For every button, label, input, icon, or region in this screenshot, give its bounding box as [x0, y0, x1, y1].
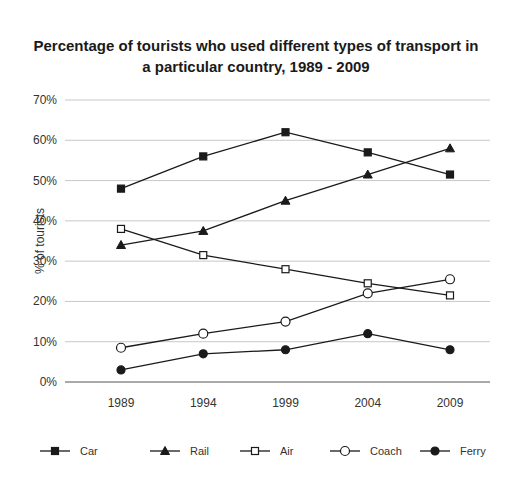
grid-line — [65, 301, 490, 302]
data-point — [117, 366, 125, 374]
data-point — [364, 149, 371, 156]
y-tick-label: 10% — [33, 335, 57, 349]
y-axis-label: % of tourists — [33, 208, 47, 274]
data-point — [199, 226, 208, 234]
legend-label: Car — [80, 445, 98, 457]
x-tick-label: 1994 — [190, 396, 217, 410]
data-point — [200, 153, 207, 160]
data-point — [446, 346, 454, 354]
legend-marker — [252, 448, 259, 455]
data-point — [118, 225, 125, 232]
legend-label: Ferry — [460, 445, 486, 457]
legend-label: Air — [280, 445, 294, 457]
data-point — [118, 185, 125, 192]
series-line — [121, 148, 450, 245]
y-tick-label: 20% — [33, 294, 57, 308]
data-point — [117, 241, 126, 249]
grid-line — [65, 180, 490, 181]
title: Percentage of tourists who used differen… — [33, 37, 478, 75]
data-point — [364, 280, 371, 287]
data-point — [447, 292, 454, 299]
y-tick-label: 0% — [40, 375, 58, 389]
series-line — [121, 229, 450, 295]
x-tick-label: 2009 — [437, 396, 464, 410]
grid-line — [65, 341, 490, 342]
x-tick-label: 2004 — [354, 396, 381, 410]
y-tick-label: 50% — [33, 174, 57, 188]
series-line — [121, 132, 450, 188]
y-tick-label: 60% — [33, 133, 57, 147]
data-point — [199, 350, 207, 358]
legend-label: Coach — [370, 445, 402, 457]
grid-line — [65, 261, 490, 262]
legend-item: Ferry — [420, 445, 486, 457]
data-point — [446, 275, 455, 284]
plot-area — [117, 129, 455, 374]
data-point — [117, 343, 126, 352]
data-point — [363, 170, 372, 178]
data-point — [281, 196, 290, 204]
series-line — [121, 279, 450, 347]
series-line — [121, 334, 450, 370]
data-point — [281, 317, 290, 326]
legend-item: Car — [40, 445, 98, 457]
data-point — [282, 346, 290, 354]
data-point — [363, 289, 372, 298]
x-tick-label: 1999 — [272, 396, 299, 410]
legend-item: Rail — [150, 445, 209, 457]
legend-item: Coach — [330, 445, 402, 457]
data-point — [282, 266, 289, 273]
legend-marker — [52, 448, 59, 455]
background — [0, 0, 512, 480]
data-point — [364, 330, 372, 338]
data-point — [446, 144, 455, 152]
grid-line — [65, 140, 490, 141]
legend-item: Air — [240, 445, 294, 457]
x-tick-label: 1989 — [108, 396, 135, 410]
grid-line — [65, 100, 490, 101]
data-point — [447, 171, 454, 178]
chart: Percentage of tourists who used differen… — [0, 0, 512, 480]
title-line: a particular country, 1989 - 2009 — [142, 58, 369, 75]
title-line: Percentage of tourists who used differen… — [33, 37, 478, 54]
data-point — [282, 129, 289, 136]
grid-line — [65, 382, 490, 383]
legend-marker — [431, 447, 439, 455]
grid-line — [65, 220, 490, 221]
legend-marker — [161, 447, 170, 455]
data-point — [200, 252, 207, 259]
legend-label: Rail — [190, 445, 209, 457]
data-point — [199, 329, 208, 338]
legend-marker — [341, 447, 350, 456]
y-tick-label: 70% — [33, 93, 57, 107]
